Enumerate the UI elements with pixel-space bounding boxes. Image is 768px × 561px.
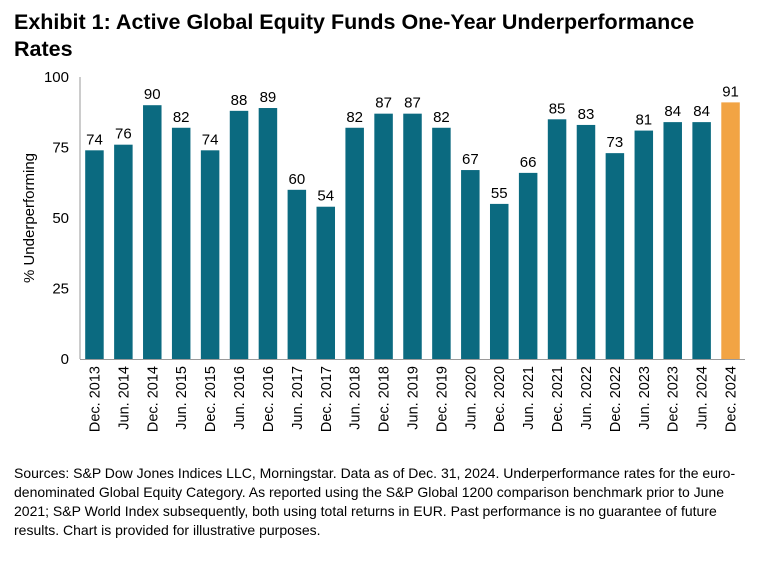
- bar: [171, 127, 191, 359]
- data-label: 88: [231, 92, 248, 109]
- x-tick-label: Dec. 2014: [145, 366, 161, 432]
- bar: [200, 150, 220, 359]
- y-tick-label: 75: [52, 140, 69, 157]
- x-tick-label: Jun. 2016: [232, 366, 248, 430]
- x-tick-label: Dec. 2013: [87, 366, 103, 432]
- bar: [287, 189, 307, 359]
- bar: [692, 122, 711, 360]
- data-label: 84: [693, 103, 710, 120]
- x-tick-label: Dec. 2022: [608, 366, 624, 432]
- bar: [605, 153, 625, 359]
- data-label: 85: [549, 100, 566, 117]
- bar: [374, 113, 393, 359]
- x-tick-label: Dec. 2024: [724, 366, 740, 432]
- bar: [576, 124, 596, 359]
- y-tick-label: 25: [52, 281, 69, 298]
- data-label: 87: [375, 95, 392, 112]
- data-label: 90: [144, 86, 161, 103]
- y-tick-label: 100: [44, 69, 69, 86]
- x-tick-label: Jun. 2020: [463, 366, 479, 430]
- bar: [114, 144, 133, 359]
- x-tick-label: Dec. 2017: [319, 366, 335, 432]
- x-tick-label: Jun. 2017: [290, 366, 306, 430]
- bar: [258, 108, 278, 360]
- x-tick-label: Dec. 2020: [492, 366, 508, 432]
- bar: [721, 102, 740, 359]
- data-label: 83: [578, 106, 595, 123]
- data-label: 66: [520, 154, 537, 171]
- x-tick-label: Dec. 2023: [666, 366, 682, 432]
- x-tick-label: Dec. 2019: [434, 366, 450, 432]
- data-label: 76: [115, 126, 132, 143]
- bar: [547, 119, 567, 359]
- chart-title: Exhibit 1: Active Global Equity Funds On…: [14, 10, 695, 61]
- bar: [432, 127, 451, 359]
- x-tick-label: Dec. 2015: [203, 366, 219, 432]
- x-tick-label: Dec. 2016: [261, 366, 277, 432]
- data-label: 82: [433, 109, 450, 126]
- x-tick-label: Dec. 2018: [377, 366, 393, 432]
- bar: [461, 170, 480, 359]
- x-tick-label: Jun. 2022: [579, 366, 595, 430]
- bar: [143, 105, 162, 359]
- data-label: 81: [635, 112, 652, 129]
- bar: [634, 130, 654, 359]
- footnote: Sources: S&P Dow Jones Indices LLC, Morn…: [14, 465, 736, 538]
- y-tick-label: 50: [52, 210, 69, 227]
- x-tick-label: Jun. 2021: [521, 366, 537, 430]
- x-tick-label: Jun. 2024: [695, 366, 711, 430]
- data-label: 82: [173, 109, 190, 126]
- bar: [489, 203, 509, 359]
- data-label: 84: [664, 103, 681, 120]
- data-label: 54: [317, 188, 334, 205]
- bar: [85, 150, 104, 359]
- data-label: 60: [289, 171, 306, 188]
- bar: [403, 113, 422, 359]
- data-label: 55: [491, 185, 508, 202]
- data-label: 82: [346, 109, 363, 126]
- x-tick-label: Jun. 2019: [406, 366, 422, 430]
- bar: [229, 110, 249, 359]
- x-tick-label: Jun. 2023: [637, 366, 653, 430]
- data-label: 74: [202, 131, 219, 148]
- x-tick-label: Jun. 2015: [174, 366, 190, 430]
- bar: [345, 127, 364, 359]
- y-axis-label: % Underperforming: [21, 153, 38, 283]
- data-label: 73: [607, 134, 624, 151]
- data-label: 67: [462, 151, 479, 168]
- x-tick-label: Jun. 2014: [116, 366, 132, 430]
- data-label: 89: [260, 89, 277, 106]
- data-label: 91: [722, 83, 739, 100]
- x-tick-label: Dec. 2021: [550, 366, 566, 432]
- data-label: 87: [404, 95, 421, 112]
- x-tick-label: Jun. 2018: [348, 366, 364, 430]
- bar: [663, 122, 682, 360]
- y-tick-label: 0: [61, 351, 69, 368]
- bar: [518, 172, 538, 359]
- data-label: 74: [86, 131, 103, 148]
- bar: [316, 206, 336, 359]
